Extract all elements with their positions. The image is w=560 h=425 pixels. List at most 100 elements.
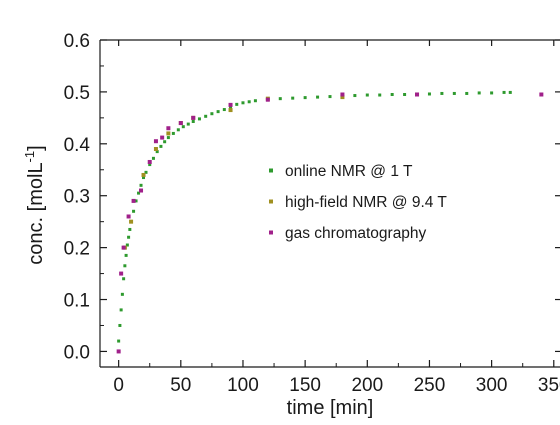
point-online-nmr-1-t	[210, 112, 214, 116]
point-gas-chromatography	[153, 139, 158, 144]
point-online-nmr-1-t	[365, 93, 369, 97]
x-tick-label: 350	[538, 375, 560, 396]
point-online-nmr-1-t	[125, 243, 129, 247]
y-tick-label: 0.0	[64, 342, 90, 363]
point-online-nmr-1-t	[390, 93, 394, 96]
y-axis-label-close: ]	[25, 145, 47, 151]
point-gas-chromatography	[415, 92, 420, 97]
point-online-nmr-1-t	[137, 191, 141, 195]
legend-marker-gas-chromatography	[269, 230, 273, 235]
point-online-nmr-1-t	[235, 102, 239, 106]
x-ticks: 0 50 100 150 200 250 300 350	[113, 40, 560, 396]
x-tick-label: 200	[351, 375, 383, 396]
point-online-nmr-1-t	[316, 95, 320, 99]
point-online-nmr-1-t	[186, 122, 190, 126]
point-online-nmr-1-t	[502, 90, 506, 94]
point-gas-chromatography	[147, 159, 152, 164]
point-online-nmr-1-t	[508, 90, 512, 94]
point-online-nmr-1-t	[117, 339, 121, 343]
point-online-nmr-1-t	[122, 277, 126, 281]
y-tick-label: 0.6	[64, 31, 90, 52]
y-axis-label-sup: -1	[22, 151, 37, 163]
point-high-field-nmr-9-4-t	[153, 147, 158, 151]
x-tick-label: 300	[476, 375, 508, 396]
point-online-nmr-1-t	[139, 183, 143, 187]
point-high-field-nmr-9-4-t	[228, 108, 233, 113]
point-online-nmr-1-t	[222, 108, 226, 112]
point-online-nmr-1-t	[163, 140, 167, 144]
point-gas-chromatography	[131, 198, 136, 203]
point-online-nmr-1-t	[241, 101, 245, 105]
point-online-nmr-1-t	[144, 170, 148, 174]
data-points	[116, 90, 544, 354]
point-online-nmr-1-t	[148, 163, 152, 167]
legend: online NMR @ 1 T high-field NMR @ 9.4 T …	[269, 163, 447, 242]
point-gas-chromatography	[119, 271, 124, 276]
x-tick-label: 50	[170, 375, 191, 396]
legend-label-gas-chromatography: gas chromatography	[285, 225, 427, 242]
y-tick-label: 0.2	[64, 239, 90, 260]
x-tick-label: 250	[414, 375, 446, 396]
point-online-nmr-1-t	[440, 91, 444, 95]
point-gas-chromatography	[228, 102, 233, 107]
point-online-nmr-1-t	[204, 114, 208, 118]
point-online-nmr-1-t	[142, 176, 146, 180]
point-online-nmr-1-t	[490, 91, 494, 95]
y-tick-label: 0.4	[64, 135, 91, 156]
point-online-nmr-1-t	[353, 94, 357, 98]
point-gas-chromatography	[191, 115, 196, 120]
y-tick-label: 0.5	[64, 83, 90, 104]
point-online-nmr-1-t	[176, 128, 180, 132]
point-online-nmr-1-t	[191, 119, 195, 123]
y-axis-label-main: conc. [molL	[25, 162, 47, 264]
point-online-nmr-1-t	[427, 92, 431, 96]
point-high-field-nmr-9-4-t	[141, 172, 146, 177]
point-online-nmr-1-t	[132, 209, 136, 213]
legend-marker-high-field-nmr	[269, 199, 273, 204]
point-online-nmr-1-t	[328, 95, 332, 99]
point-online-nmr-1-t	[134, 199, 138, 203]
point-online-nmr-1-t	[253, 99, 257, 103]
point-gas-chromatography	[139, 188, 144, 193]
point-online-nmr-1-t	[119, 308, 123, 312]
point-online-nmr-1-t	[118, 323, 122, 327]
point-online-nmr-1-t	[171, 131, 175, 135]
point-online-nmr-1-t	[197, 117, 201, 121]
point-gas-chromatography	[116, 349, 121, 354]
point-high-field-nmr-9-4-t	[166, 131, 171, 136]
y-ticks: 0.0 0.1 0.2 0.3 0.4 0.5 0.6	[64, 31, 560, 363]
point-gas-chromatography	[166, 126, 171, 131]
y-tick-label: 0.3	[64, 187, 90, 208]
point-gas-chromatography	[539, 92, 544, 97]
x-tick-label: 0	[113, 375, 124, 396]
point-online-nmr-1-t	[181, 125, 185, 129]
y-axis-label: conc. [molL-1]	[22, 145, 47, 264]
point-gas-chromatography	[178, 121, 183, 126]
point-gas-chromatography	[160, 135, 165, 140]
point-online-nmr-1-t	[465, 91, 469, 95]
point-high-field-nmr-9-4-t	[340, 95, 345, 100]
point-online-nmr-1-t	[477, 91, 481, 95]
point-online-nmr-1-t	[216, 110, 220, 114]
point-online-nmr-1-t	[303, 96, 307, 100]
x-tick-label: 150	[289, 375, 321, 396]
point-online-nmr-1-t	[128, 227, 132, 231]
point-online-nmr-1-t	[378, 93, 382, 97]
legend-label-online-nmr: online NMR @ 1 T	[285, 163, 413, 180]
point-gas-chromatography	[126, 214, 131, 219]
legend-label-high-field-nmr: high-field NMR @ 9.4 T	[285, 194, 447, 211]
point-online-nmr-1-t	[291, 96, 295, 100]
x-tick-label: 100	[227, 375, 259, 396]
point-high-field-nmr-9-4-t	[129, 219, 134, 224]
y-tick-label: 0.1	[64, 291, 90, 312]
point-online-nmr-1-t	[229, 105, 233, 109]
point-online-nmr-1-t	[127, 235, 131, 239]
plot-frame	[99, 39, 560, 368]
point-gas-chromatography	[340, 92, 345, 97]
point-online-nmr-1-t	[403, 93, 407, 96]
point-online-nmr-1-t	[278, 97, 282, 101]
point-online-nmr-1-t	[155, 150, 159, 154]
point-online-nmr-1-t	[124, 253, 128, 257]
point-gas-chromatography	[121, 245, 126, 250]
